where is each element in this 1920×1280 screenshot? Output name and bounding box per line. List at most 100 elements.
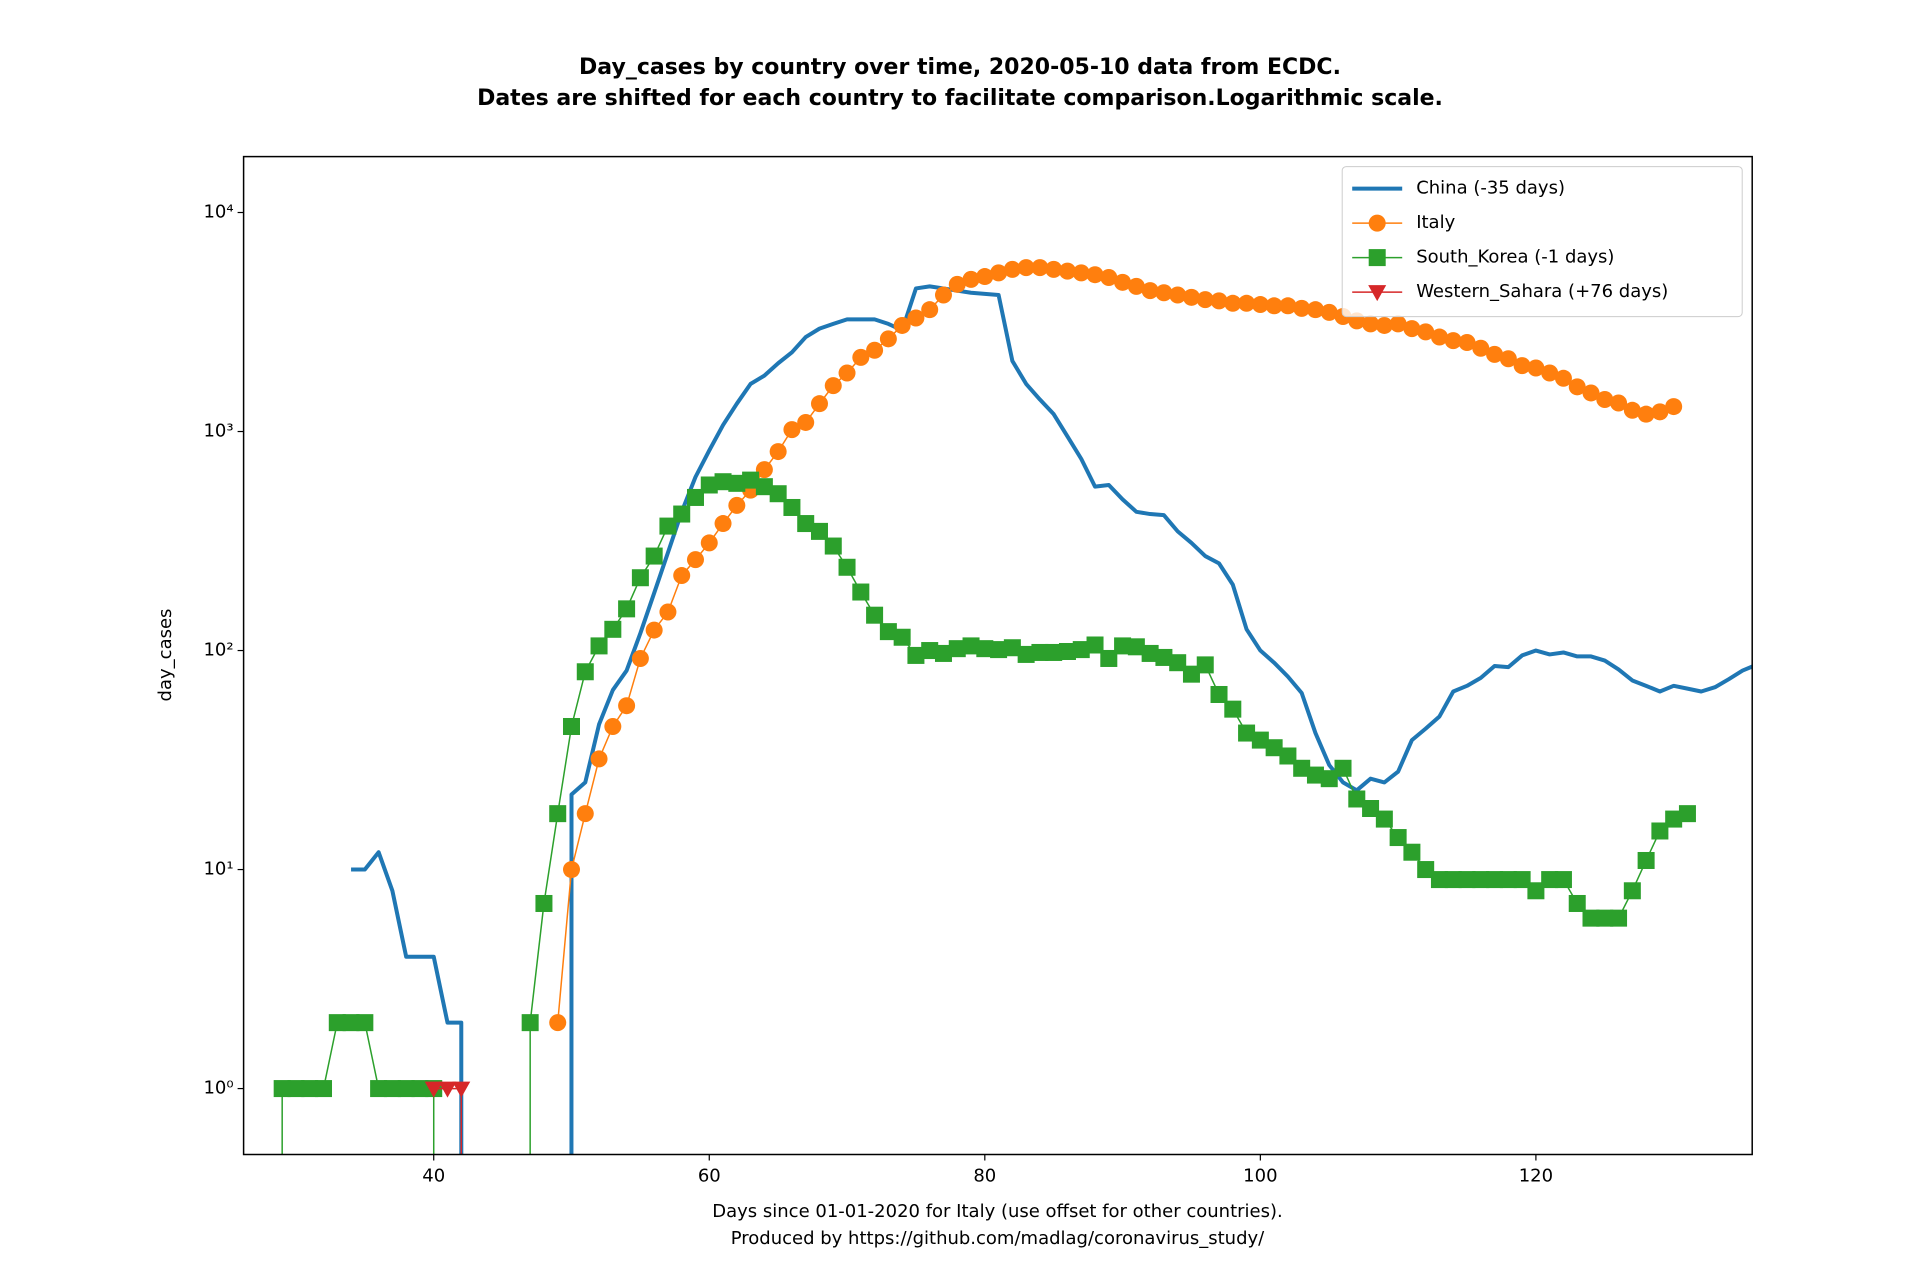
marker <box>700 476 718 494</box>
marker <box>1610 909 1628 927</box>
marker <box>535 894 553 912</box>
marker <box>1279 297 1297 315</box>
marker <box>1637 851 1655 869</box>
marker <box>342 1014 360 1032</box>
marker <box>1389 829 1407 847</box>
marker <box>1058 642 1076 660</box>
marker <box>1582 909 1600 927</box>
marker <box>1375 810 1393 828</box>
marker <box>1293 299 1311 317</box>
marker <box>1169 286 1187 304</box>
marker <box>907 646 925 664</box>
marker <box>686 488 704 506</box>
marker <box>1265 297 1283 315</box>
marker <box>618 600 636 618</box>
marker <box>1458 333 1476 351</box>
marker <box>1320 770 1338 788</box>
marker <box>631 649 649 667</box>
marker <box>1417 323 1435 341</box>
marker <box>1224 294 1242 312</box>
legend-box <box>1341 166 1743 318</box>
marker <box>1368 285 1387 302</box>
marker <box>852 583 870 601</box>
marker <box>1389 315 1407 333</box>
x-tick-label: 40 <box>422 1166 445 1187</box>
marker <box>769 443 787 461</box>
marker <box>1265 739 1283 757</box>
marker <box>1362 800 1380 818</box>
marker <box>1141 644 1159 662</box>
marker <box>1541 364 1559 382</box>
marker <box>1182 288 1200 306</box>
marker <box>742 471 760 489</box>
marker <box>1031 259 1049 277</box>
marker <box>576 805 594 823</box>
marker <box>1444 871 1462 889</box>
marker <box>618 697 636 715</box>
marker <box>1114 637 1132 655</box>
marker <box>1045 260 1063 278</box>
marker <box>1417 861 1435 879</box>
legend-label: China (-35 days) <box>1416 178 1565 199</box>
marker <box>1306 301 1324 319</box>
marker <box>838 558 856 576</box>
marker <box>562 861 580 879</box>
marker <box>866 341 884 359</box>
marker <box>783 498 801 516</box>
marker <box>948 640 966 658</box>
marker <box>301 1080 319 1098</box>
marker <box>1045 643 1063 661</box>
marker <box>700 534 718 552</box>
marker <box>1486 345 1504 363</box>
marker <box>1637 405 1655 423</box>
marker <box>1086 266 1104 284</box>
marker <box>1623 401 1641 419</box>
marker <box>907 309 925 327</box>
axes-frame <box>242 155 1753 1156</box>
marker <box>576 663 594 681</box>
marker <box>1306 766 1324 784</box>
marker <box>1031 643 1049 661</box>
marker <box>604 620 622 638</box>
marker <box>645 547 663 565</box>
marker <box>631 569 649 587</box>
y-axis-label: day_cases <box>155 609 176 702</box>
x-tick-label: 100 <box>1243 1166 1277 1187</box>
marker <box>962 270 980 288</box>
marker <box>356 1014 374 1032</box>
marker <box>728 496 746 514</box>
marker <box>921 301 939 319</box>
marker <box>1003 260 1021 278</box>
marker <box>315 1080 333 1098</box>
marker <box>1568 894 1586 912</box>
marker <box>1554 369 1572 387</box>
marker <box>824 377 842 395</box>
marker <box>1224 700 1242 718</box>
marker <box>1100 649 1118 667</box>
marker <box>1279 747 1297 765</box>
marker <box>934 644 952 662</box>
marker <box>755 461 773 479</box>
marker <box>838 364 856 382</box>
marker <box>1127 638 1145 656</box>
marker <box>521 1014 539 1032</box>
marker <box>1651 403 1669 421</box>
marker <box>1678 805 1696 823</box>
marker <box>879 623 897 641</box>
marker <box>328 1014 346 1032</box>
marker <box>1334 759 1352 777</box>
x-tick-label: 60 <box>698 1166 721 1187</box>
marker <box>893 316 911 334</box>
marker <box>1238 724 1256 742</box>
marker <box>797 413 815 431</box>
marker <box>1127 277 1145 295</box>
marker <box>769 485 787 503</box>
marker <box>1665 398 1683 416</box>
marker <box>604 717 622 735</box>
marker <box>714 515 732 533</box>
marker <box>1368 214 1386 232</box>
marker <box>962 637 980 655</box>
marker <box>383 1080 401 1098</box>
marker <box>1196 656 1214 674</box>
marker <box>1665 810 1683 828</box>
